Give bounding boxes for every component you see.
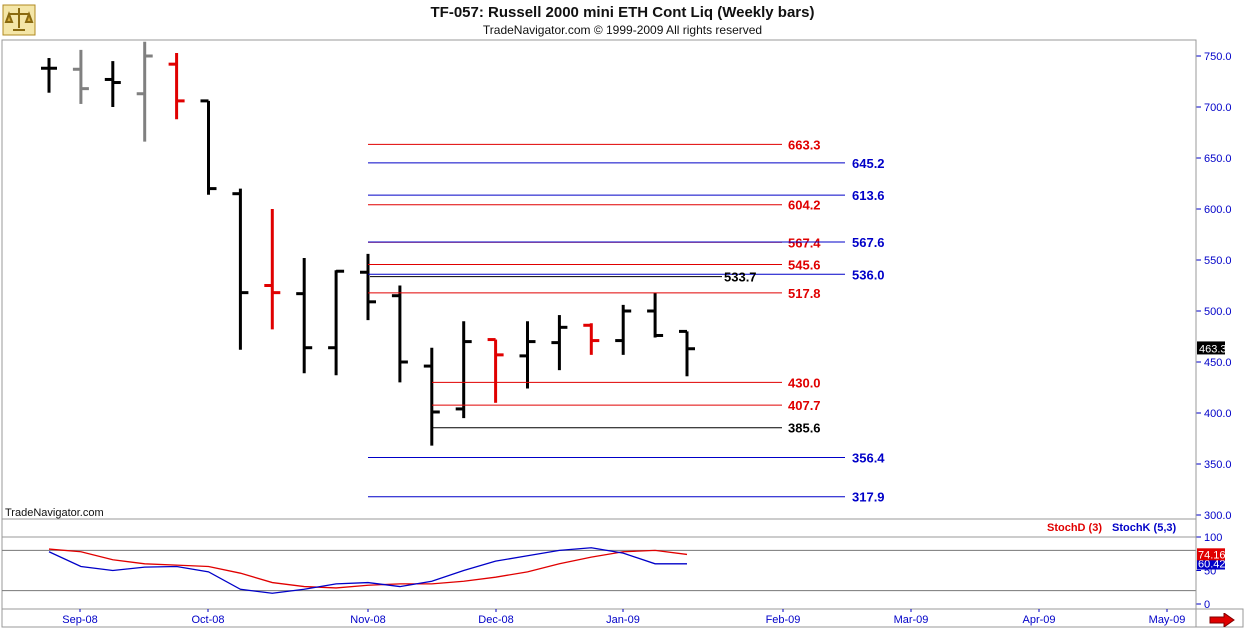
ohlc-bar (264, 209, 281, 330)
last-price-box (1197, 341, 1225, 355)
ohlc-bar (72, 49, 89, 104)
level-line-317.9: 317.9 (368, 490, 885, 505)
time-axis-label: Feb-09 (766, 614, 801, 626)
ohlc-bar (232, 188, 249, 350)
price-axis-tick-label: 550.0 (1204, 255, 1232, 267)
ohlc-bar (647, 292, 664, 338)
level-label: 613.6 (852, 188, 885, 203)
time-axis-label: May-09 (1149, 614, 1186, 626)
ohlc-bar (519, 321, 536, 389)
level-label: 645.2 (852, 156, 885, 171)
level-label: 604.2 (788, 198, 821, 213)
ohlc-bar (136, 41, 153, 142)
time-axis-label: Nov-08 (350, 614, 385, 626)
level-line-533.7: 533.7 (370, 270, 757, 285)
price-pane: 750.0 700.0 650.0 600.0 550.0 500.0 450.0 400.0… (1, 39, 1232, 522)
legend-stoch-d: StochD (3) (1047, 522, 1102, 534)
level-label: 663.3 (788, 137, 821, 152)
price-axis-tick-label: 400.0 (1204, 408, 1232, 420)
stoch-k-last-label: 60.42 (1198, 559, 1226, 571)
price-axis-tick-label: 650.0 (1204, 153, 1232, 165)
level-label: 356.4 (852, 450, 885, 465)
level-line-430.0: 430.0 (432, 375, 821, 390)
stochastic-axis-tick-label: 100 (1204, 532, 1222, 544)
price-axis-tick-label: 350.0 (1204, 459, 1232, 471)
level-label: 545.6 (788, 257, 821, 272)
ohlc-bar (168, 52, 185, 120)
level-line-407.7: 407.7 (432, 398, 821, 413)
time-axis-label: Jan-09 (606, 614, 640, 626)
level-label: 430.0 (788, 375, 821, 390)
stoch-d-line (48, 548, 688, 589)
level-label: 407.7 (788, 398, 821, 413)
price-axis-tick-label: 300.0 (1204, 510, 1232, 522)
price-axis-tick-label: 600.0 (1204, 204, 1232, 216)
ohlc-bar (679, 329, 695, 377)
ohlc-bar (104, 61, 121, 107)
ohlc-bar (551, 315, 568, 371)
level-label: 385.6 (788, 421, 821, 436)
watermark: TradeNavigator.com (5, 507, 104, 519)
level-line-385.6: 385.6 (432, 421, 821, 436)
ohlc-bar (583, 323, 600, 355)
ohlc-bar (455, 321, 472, 419)
time-axis-label: Oct-08 (191, 614, 224, 626)
chart-subtitle: TradeNavigator.com © 1999-2009 All right… (482, 23, 763, 37)
price-plot-frame (1, 39, 1197, 520)
level-label: 536.0 (852, 267, 885, 282)
ohlc-bar (296, 257, 313, 374)
level-line-567.6: 567.6 (368, 235, 885, 250)
stoch-d-last-box (1197, 548, 1225, 561)
trade-navigator-logo-icon (2, 4, 36, 36)
level-line-645.2: 645.2 (368, 156, 885, 171)
price-axis-tick-label: 450.0 (1204, 357, 1232, 369)
stoch-k-last-box (1197, 557, 1225, 570)
time-axis-label: Apr-09 (1022, 614, 1055, 626)
level-line-613.6: 613.6 (368, 188, 885, 203)
ohlc-bar (423, 347, 440, 446)
ohlc-bar (615, 304, 632, 355)
stoch-d-last-label: 74.16 (1198, 549, 1226, 561)
ohlc-bar (200, 99, 217, 195)
price-axis-tick-label: 500.0 (1204, 306, 1232, 318)
level-label: 517.8 (788, 286, 821, 301)
time-axis-label: Sep-08 (62, 614, 97, 626)
chart-title: TF-057: Russell 2000 mini ETH Cont Liq (… (430, 4, 815, 21)
legend-stoch-k: StochK (5,3) (1112, 522, 1177, 534)
time-axis-label: Dec-08 (478, 614, 513, 626)
ohlc-bar (487, 338, 504, 403)
scroll-right-arrow-icon[interactable] (1209, 613, 1235, 627)
stochastic-plot-frame (1, 536, 1197, 610)
time-axis-label: Mar-09 (894, 614, 929, 626)
level-line-545.6: 545.6 (368, 257, 821, 272)
price-axis-tick-label: 750.0 (1204, 51, 1232, 63)
ohlc-bar (328, 269, 345, 376)
last-price-label: 463.3 (1199, 343, 1227, 355)
level-label: 567.4 (788, 235, 821, 250)
ohlc-bar (41, 58, 57, 93)
price-axis-tick-label: 700.0 (1204, 102, 1232, 114)
chart-header: TF-057: Russell 2000 mini ETH Cont Liq (… (0, 0, 1245, 38)
ohlc-bar (391, 285, 408, 383)
level-line-604.2: 604.2 (368, 198, 821, 213)
level-label: 567.6 (852, 235, 885, 250)
stochastic-axis-tick-label: 0 (1204, 599, 1210, 611)
level-line-356.4: 356.4 (368, 450, 885, 465)
level-line-663.3: 663.3 (368, 137, 821, 152)
stochastic-legend-strip (1, 518, 1197, 538)
level-label: 533.7 (724, 270, 757, 285)
level-line-517.8: 517.8 (368, 286, 821, 301)
level-line-536.0: 536.0 (368, 267, 885, 282)
level-label: 317.9 (852, 490, 885, 505)
stoch-k-line (48, 547, 687, 594)
time-axis: Sep-08 Oct-08 Nov-08 Dec-08 Jan-09 Feb-09 Mar-… (1, 608, 1244, 628)
